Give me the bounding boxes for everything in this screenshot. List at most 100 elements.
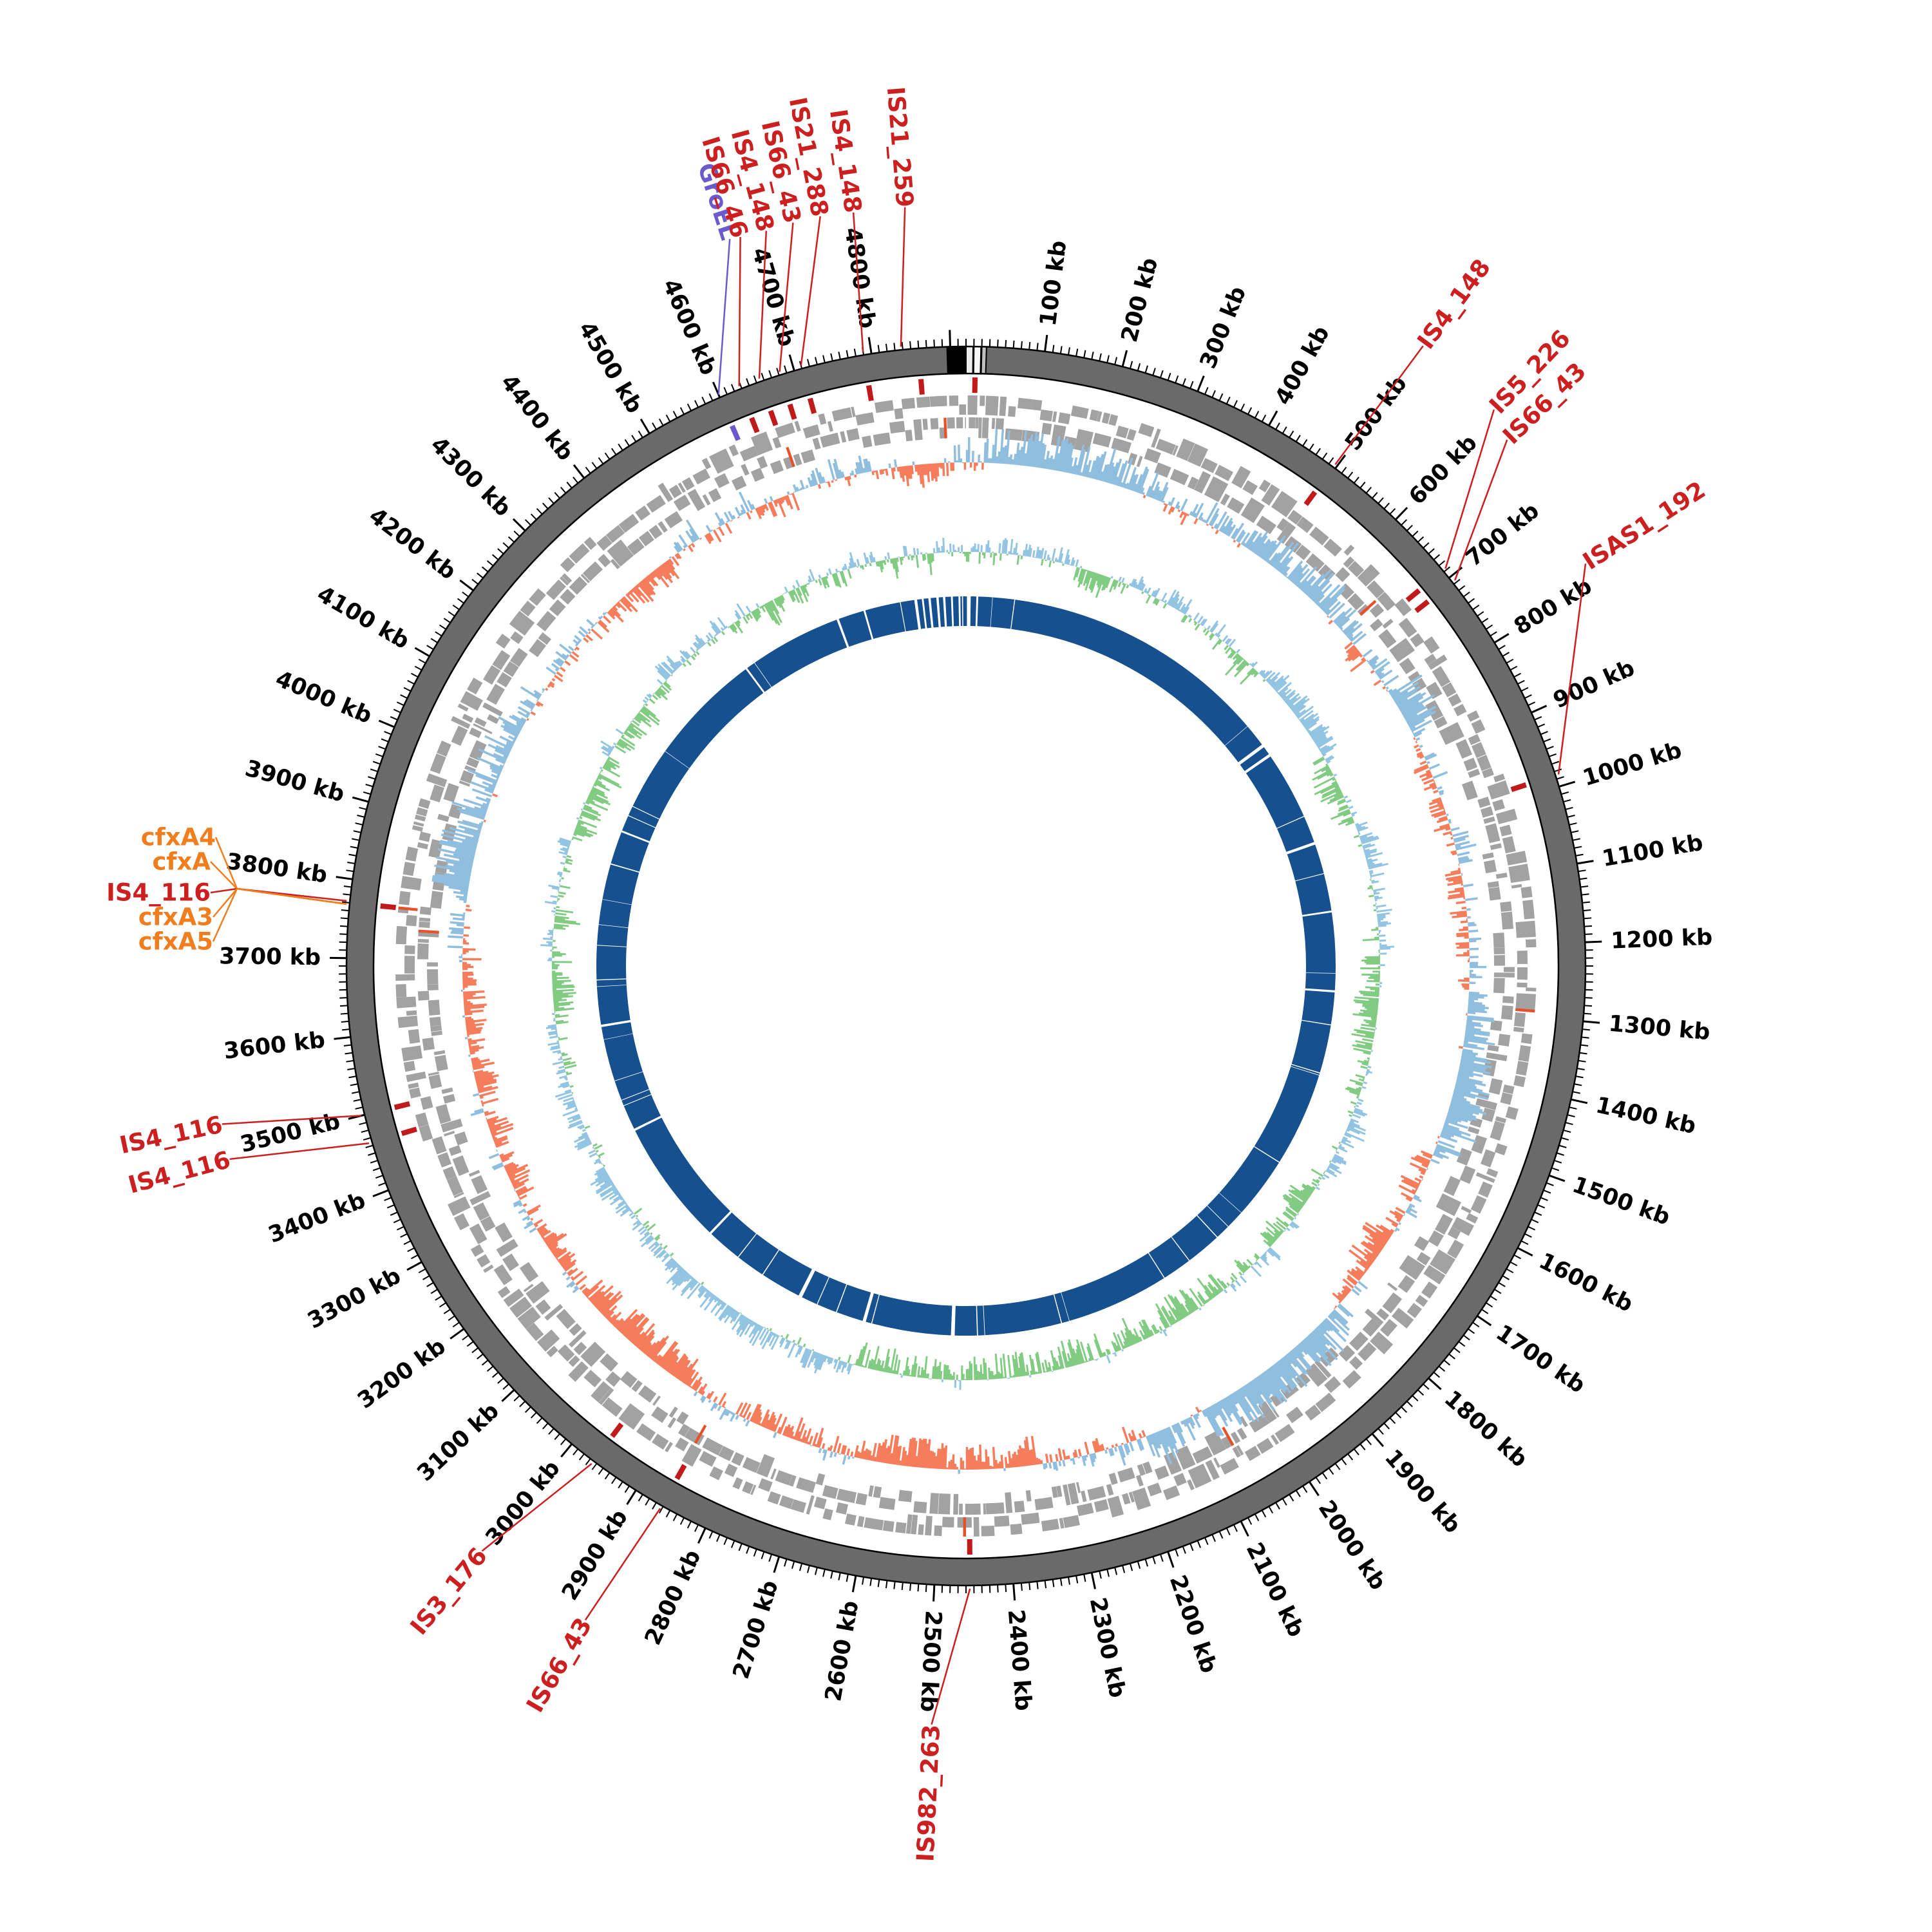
gc-content-bar — [1193, 518, 1198, 525]
gc-content-bar — [701, 1390, 706, 1396]
gene-block-reverse — [560, 589, 576, 605]
gc-content-bar — [993, 429, 998, 464]
gc-content-bar — [934, 463, 938, 482]
gene-block-forward — [1357, 564, 1380, 587]
gc-skew-bar — [768, 601, 775, 612]
gc-skew-bar — [615, 1204, 629, 1214]
gc-skew-bar — [644, 696, 649, 701]
gc-content-bar — [1456, 913, 1467, 916]
gc-skew-bar — [579, 1126, 585, 1130]
gc-content-bar — [1462, 1050, 1479, 1056]
gene-block-reverse — [474, 717, 487, 727]
gc-skew-bar — [1218, 638, 1220, 639]
gc-content-bar — [1171, 1425, 1177, 1434]
gene-leader-line — [900, 207, 906, 347]
minor-tick — [481, 566, 489, 573]
gc-content-bar — [1277, 1360, 1294, 1379]
gc-skew-bar — [792, 585, 796, 590]
tick-label: 2000 kb — [1313, 1496, 1391, 1595]
gc-content-bar — [1110, 1448, 1115, 1456]
gc-skew-bar — [564, 851, 568, 854]
gc-content-bar — [1461, 1058, 1475, 1063]
major-tick — [867, 337, 873, 354]
gc-skew-bar — [1367, 1065, 1372, 1068]
minor-tick — [352, 1091, 360, 1094]
gc-skew-bar — [1359, 835, 1368, 840]
gene-block-reverse — [1397, 1274, 1416, 1293]
minor-tick — [784, 1558, 788, 1567]
gc-content-bar — [1438, 790, 1444, 794]
gc-skew-bar — [616, 743, 625, 749]
gc-content-bar — [1299, 1342, 1317, 1363]
gc-skew-bar — [809, 569, 815, 582]
gc-content-bar — [1280, 565, 1289, 574]
gc-content-bar — [1410, 726, 1416, 731]
gc-skew-bar — [1368, 1023, 1376, 1027]
gc-content-bar — [628, 591, 639, 603]
major-tick — [1583, 1020, 1600, 1024]
gc-skew-bar — [1220, 1280, 1228, 1289]
gene-block-forward — [1115, 425, 1129, 439]
gc-content-bar — [1244, 1385, 1258, 1405]
gc-content-bar — [596, 1292, 614, 1310]
gc-skew-bar — [615, 728, 624, 735]
gc-content-bar — [1266, 559, 1271, 564]
gc-skew-bar — [1267, 1240, 1273, 1246]
gc-skew-bar — [1312, 756, 1325, 764]
gc-skew-bar — [595, 779, 603, 784]
gene-block-forward — [1286, 1406, 1303, 1423]
gene-block-forward — [416, 807, 428, 817]
gc-skew-bar — [577, 1141, 592, 1149]
gc-skew-bar — [833, 573, 840, 587]
gc-skew-bar — [698, 1285, 705, 1293]
gc-content-bar — [918, 1439, 923, 1468]
gc-skew-bar — [554, 1007, 565, 1010]
gc-skew-bar — [1184, 1304, 1193, 1314]
gc-skew-bar — [643, 705, 657, 717]
gc-content-bar — [791, 1435, 795, 1439]
minor-tick — [1433, 1372, 1441, 1378]
gc-content-bar — [551, 1247, 560, 1255]
gene-block-forward — [1446, 1239, 1464, 1259]
gc-content-bar — [570, 1276, 574, 1280]
gc-content-bar — [751, 504, 755, 510]
gc-content-bar — [867, 461, 872, 472]
gc-skew-bar — [1053, 1357, 1058, 1370]
gc-content-bar — [463, 994, 473, 998]
gc-skew-bar — [1333, 773, 1338, 777]
minor-tick — [730, 1540, 735, 1548]
gc-skew-bar — [736, 1317, 749, 1336]
gc-content-bar — [472, 1061, 495, 1068]
gc-content-bar — [1362, 1224, 1388, 1243]
gc-skew-bar — [725, 625, 728, 629]
gc-content-bar — [516, 1188, 528, 1195]
gc-content-bar — [1065, 1455, 1068, 1460]
gc-content-bar — [858, 455, 864, 473]
gc-skew-bar — [1377, 916, 1386, 920]
minor-tick — [347, 862, 355, 865]
minor-tick — [1204, 386, 1209, 395]
gc-content-bar — [1345, 645, 1356, 654]
gene-block-forward — [605, 525, 625, 544]
gc-content-bar — [1459, 858, 1473, 864]
gc-skew-bar — [565, 861, 573, 866]
minor-tick — [407, 1247, 415, 1253]
gc-skew-bar — [1072, 1348, 1079, 1365]
gene-block-forward — [675, 1437, 689, 1452]
gc-content-bar — [537, 1226, 545, 1233]
gc-skew-bar — [1321, 746, 1334, 755]
gc-skew-bar — [1326, 760, 1331, 764]
gc-skew-bar — [582, 1128, 586, 1132]
minor-tick — [753, 375, 757, 383]
minor-tick — [1583, 909, 1591, 912]
gc-content-bar — [1439, 823, 1450, 829]
gc-content-bar — [522, 1203, 527, 1208]
gc-skew-bar — [874, 1363, 877, 1370]
gc-skew-bar — [1285, 1206, 1298, 1217]
gc-content-bar — [640, 580, 654, 596]
gc-skew-bar — [607, 746, 613, 752]
gc-skew-bar — [944, 1365, 948, 1380]
gc-skew-bar — [1145, 594, 1151, 604]
gc-content-bar — [435, 856, 473, 866]
gc-content-bar — [473, 835, 480, 839]
